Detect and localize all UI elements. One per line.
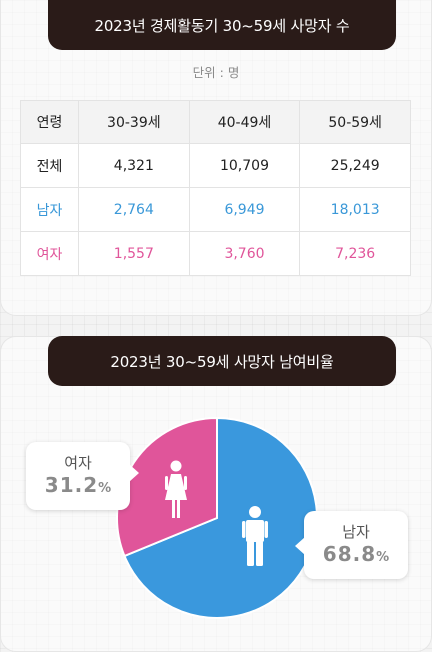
male-label: 남자 (342, 523, 370, 541)
female-percent-sign: % (98, 481, 112, 496)
table-cell: 4,321 (78, 143, 190, 188)
table-cell: 10,709 (188, 143, 301, 188)
table-cell: 6,949 (188, 187, 301, 232)
chart-title: 2023년 30~59세 사망자 남여비율 (48, 336, 396, 386)
deaths-table: 연령 30-39세 40-49세 50-59세 전체 4,321 10,709 … (20, 100, 411, 276)
table-title: 2023년 경제활동기 30~59세 사망자 수 (48, 0, 396, 50)
pie-slice-male (123, 416, 318, 619)
female-callout: 여자 31.2% (26, 442, 139, 510)
header-30s: 30-39세 (78, 100, 190, 144)
callout-pointer (295, 537, 305, 555)
row-label-female: 여자 (20, 231, 79, 276)
male-person-icon (242, 506, 268, 566)
table-header-row: 연령 30-39세 40-49세 50-59세 (20, 100, 411, 144)
table-row-total: 전체 4,321 10,709 25,249 (20, 143, 411, 188)
male-callout: 남자 68.8% (295, 511, 408, 579)
male-percent: 68.8 (322, 542, 377, 566)
female-person-icon (165, 460, 187, 518)
header-50s: 50-59세 (299, 100, 411, 144)
table-cell: 7,236 (299, 231, 411, 276)
table-cell: 18,013 (299, 187, 411, 232)
pie-chart (116, 416, 318, 619)
female-label: 여자 (64, 454, 92, 472)
table-cell: 3,760 (188, 231, 301, 276)
female-percent: 31.2 (44, 473, 99, 497)
callout-pointer (129, 464, 139, 482)
row-label-total: 전체 (20, 143, 79, 188)
table-cell: 25,249 (299, 143, 411, 188)
row-label-male: 남자 (20, 187, 79, 232)
table-cell: 1,557 (78, 231, 190, 276)
header-40s: 40-49세 (188, 100, 301, 144)
table-row-female: 여자 1,557 3,760 7,236 (20, 231, 411, 276)
male-percent-sign: % (376, 550, 390, 565)
table-row-male: 남자 2,764 6,949 18,013 (20, 187, 411, 232)
unit-label: 단위 : 명 (192, 65, 240, 80)
table-cell: 2,764 (78, 187, 190, 232)
header-age: 연령 (20, 100, 79, 144)
